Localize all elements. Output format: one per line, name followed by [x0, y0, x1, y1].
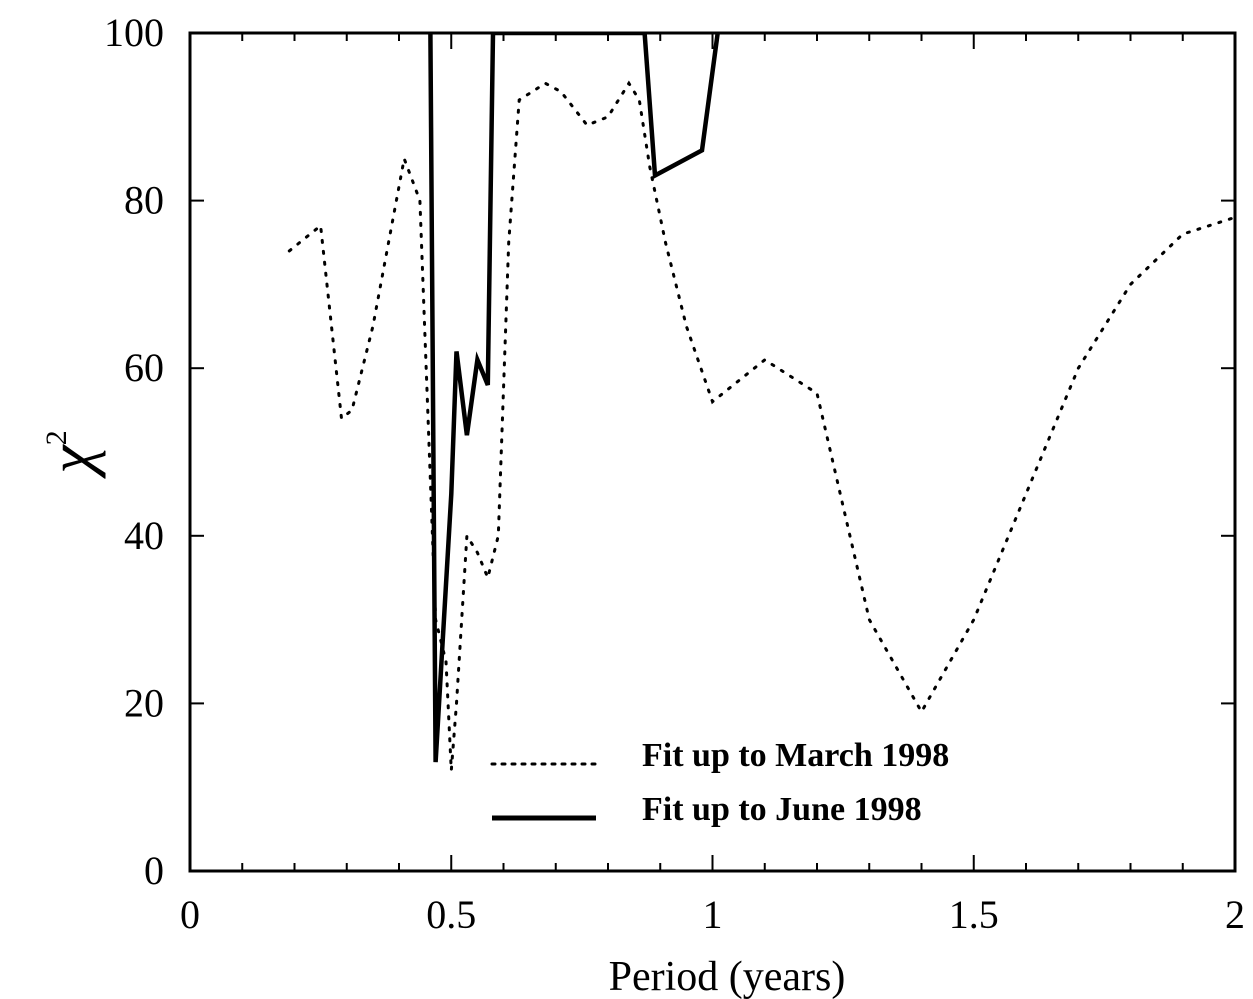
x-tick-label: 0.5 [426, 892, 476, 937]
x-tick-label: 1.5 [949, 892, 999, 937]
y-tick-label: 0 [144, 848, 164, 893]
x-tick-label: 2 [1225, 892, 1245, 937]
y-axis-label-superscript: 2 [40, 430, 73, 445]
series-layer [287, 33, 1235, 771]
series-line-march-1998 [287, 80, 1235, 771]
x-axis-ticks: 0 0.5 1 1.5 2 [180, 33, 1245, 937]
legend-label-march: Fit up to March 1998 [642, 737, 949, 774]
y-tick-label: 40 [124, 513, 164, 558]
y-tick-label: 100 [104, 10, 164, 55]
y-axis-label: χ2 [35, 430, 106, 479]
y-axis-ticks: 0 20 40 60 80 100 [104, 10, 1235, 893]
x-axis-label: Period (years) [609, 954, 846, 999]
legend-label-june: Fit up to June 1998 [642, 791, 922, 828]
series-line-june-1998 [428, 33, 720, 763]
y-axis-label-chi: χ [35, 444, 106, 480]
y-tick-label: 60 [124, 345, 164, 390]
x-tick-label: 0 [180, 892, 200, 937]
legend: Fit up to March 1998 Fit up to June 1998 [490, 737, 949, 828]
y-tick-label: 20 [124, 680, 164, 725]
y-tick-label: 80 [124, 178, 164, 223]
x-tick-label: 1 [703, 892, 723, 937]
